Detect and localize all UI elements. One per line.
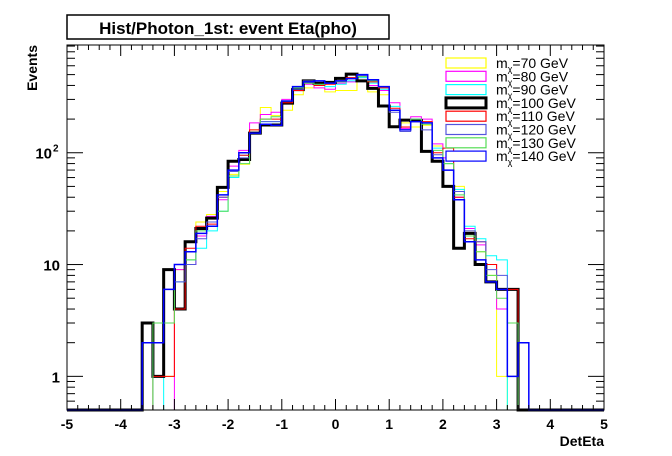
y-tick-label: 1 bbox=[52, 369, 60, 386]
legend-entry: mχ=100 GeV bbox=[496, 95, 577, 114]
legend-entry: mχ=70 GeV bbox=[496, 55, 569, 74]
x-tick-label: 3 bbox=[493, 416, 501, 432]
title-box bbox=[66, 14, 390, 40]
legend-entry: mχ=130 GeV bbox=[496, 135, 577, 154]
y-tick-exponent: 2 bbox=[53, 144, 59, 155]
legend-swatch bbox=[444, 96, 488, 110]
legend-entry: mχ=140 GeV bbox=[496, 148, 577, 167]
x-tick-label: 2 bbox=[439, 416, 447, 432]
legend-entry: mχ=120 GeV bbox=[496, 122, 577, 141]
histogram-1 bbox=[67, 77, 604, 411]
legend-swatch bbox=[445, 57, 487, 69]
legend-swatch bbox=[445, 83, 487, 96]
x-tick-label: -2 bbox=[222, 416, 235, 432]
legend-entry: mχ=110 GeV bbox=[496, 108, 575, 127]
chart-title: Hist/Photon_1st: event Eta(pho) bbox=[99, 19, 357, 38]
legend-swatch bbox=[445, 110, 487, 122]
x-tick-label: 1 bbox=[385, 416, 393, 432]
histogram-series-group bbox=[67, 72, 604, 412]
y-tick-label: 10 bbox=[43, 258, 60, 275]
legend-swatch bbox=[445, 70, 487, 82]
x-tick-label: -3 bbox=[168, 416, 181, 432]
legend-swatch bbox=[445, 137, 487, 149]
x-tick-label: 5 bbox=[600, 416, 608, 432]
x-tick-label: -1 bbox=[276, 416, 289, 432]
legend-entry: mχ=90 GeV bbox=[496, 82, 569, 101]
y-tick-label: 10 bbox=[35, 146, 52, 163]
x-tick-label: -4 bbox=[114, 416, 127, 432]
legend-swatch bbox=[445, 150, 487, 162]
x-axis-label: DetEta bbox=[560, 433, 605, 449]
histogram-7 bbox=[67, 73, 604, 411]
x-tick-label: 4 bbox=[546, 416, 554, 432]
x-tick-label: 0 bbox=[332, 416, 340, 432]
legend-swatch bbox=[445, 123, 487, 136]
legend-entry: mχ=80 GeV bbox=[496, 68, 569, 87]
x-tick-label: -5 bbox=[61, 416, 74, 432]
y-axis-label: Events bbox=[24, 45, 40, 91]
